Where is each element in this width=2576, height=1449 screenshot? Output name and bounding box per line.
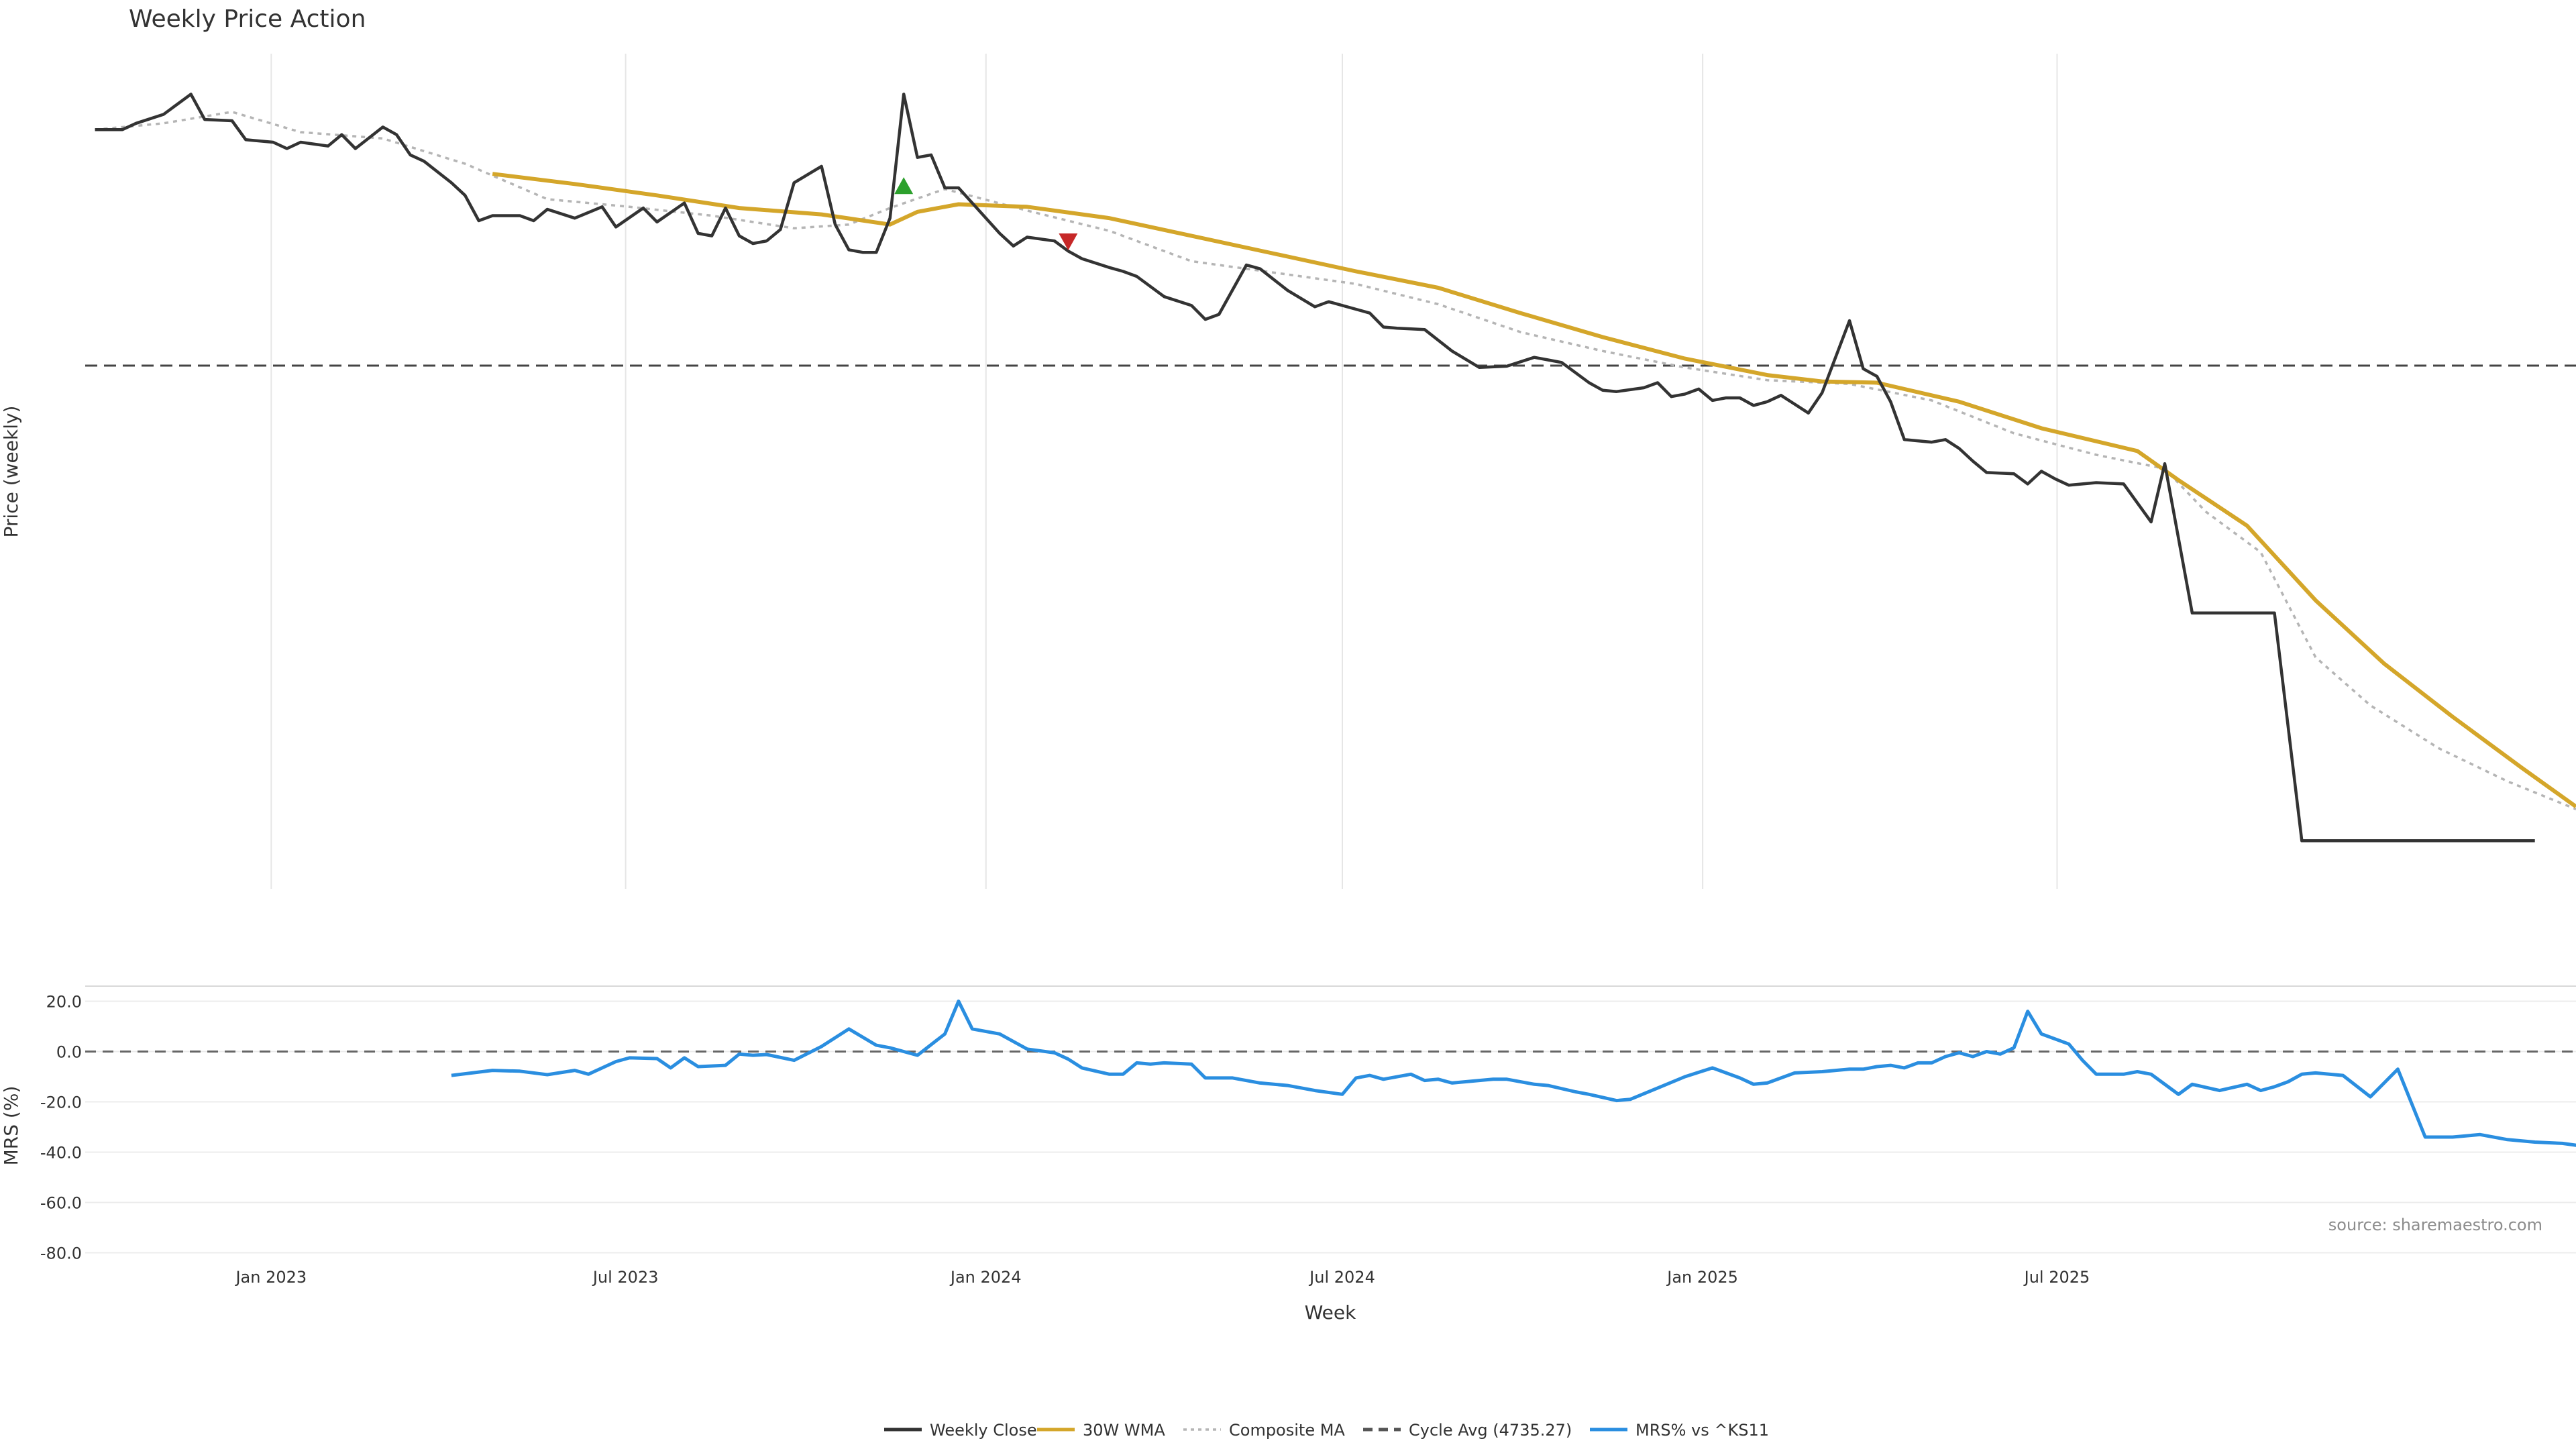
mrs-y-tick-label: 20.0 xyxy=(46,993,82,1012)
x-axis-label: Week xyxy=(1305,1301,1356,1324)
mrs-y-tick-label: 0.0 xyxy=(56,1043,82,1062)
x-tick-label: Jan 2023 xyxy=(234,1268,307,1287)
legend-label: Weekly Close xyxy=(930,1421,1037,1440)
mrs-y-axis-label: MRS (%) xyxy=(0,1086,22,1166)
price-y-tick-label: 4000 xyxy=(41,450,82,469)
x-tick-label: Jan 2025 xyxy=(1666,1268,1738,1287)
mrs-line xyxy=(451,1000,2576,1147)
price-y-tick-label: 2000 xyxy=(41,703,82,722)
price-panel: 1000 2000 3000 4000 5000 6000 7000 xyxy=(41,54,2576,889)
x-tick-label: Jul 2023 xyxy=(592,1268,659,1287)
legend-label: Cycle Avg (4735.27) xyxy=(1409,1421,1572,1440)
mrs-y-tick-label: -80.0 xyxy=(40,1244,82,1263)
composite-ma-line xyxy=(95,111,2576,810)
price-y-axis-label: Price (weekly) xyxy=(0,406,22,538)
x-tick-label: Jul 2024 xyxy=(1308,1268,1375,1287)
30w-wma-line xyxy=(492,172,2576,808)
price-y-tick-label: 3000 xyxy=(41,576,82,595)
price-y-tick-label: 5000 xyxy=(41,323,82,342)
x-tick-label: Jan 2024 xyxy=(949,1268,1022,1287)
mrs-y-tick-label: -40.0 xyxy=(40,1144,82,1163)
price-y-tick-label: 7000 xyxy=(41,70,82,89)
price-y-tick-label: 1000 xyxy=(41,830,82,849)
source-note: source: sharemaestro.com xyxy=(2328,1216,2542,1234)
x-tick-label: Jul 2025 xyxy=(2023,1268,2090,1287)
legend-label: Composite MA xyxy=(1229,1421,1345,1440)
price-y-tick-label: 6000 xyxy=(41,197,82,215)
mrs-panel: 20.0 0.0 -20.0 -40.0 -60.0 -80.0 xyxy=(40,985,2576,1263)
legend-label: 30W WMA xyxy=(1083,1421,1165,1440)
legend-label: MRS% vs ^KS11 xyxy=(1635,1421,1769,1440)
legend: Weekly Close 30W WMA Composite MA Cycle Avg… xyxy=(884,1421,1769,1440)
mrs-y-tick-label: -60.0 xyxy=(40,1194,82,1213)
x-axis: Jan 2023 Jul 2023 Jan 2024 Jul 2024 Jan 2025… xyxy=(234,1268,2090,1287)
mrs-y-tick-label: -20.0 xyxy=(40,1093,82,1112)
buy-signal-marker xyxy=(894,177,914,195)
sell-signal-marker xyxy=(1059,233,1078,251)
chart-title: Weekly Price Action xyxy=(129,5,366,33)
weekly-close-line xyxy=(95,93,2535,843)
